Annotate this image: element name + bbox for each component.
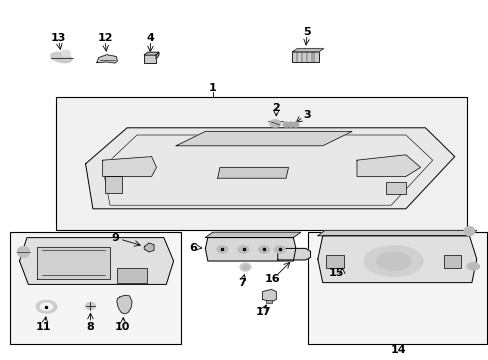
Polygon shape [176, 131, 351, 146]
Bar [144, 55, 156, 63]
Bar [117, 268, 146, 283]
Ellipse shape [50, 53, 72, 63]
Ellipse shape [61, 50, 70, 57]
Text: 14: 14 [390, 345, 406, 355]
Bar [443, 255, 460, 268]
Polygon shape [277, 248, 310, 260]
Polygon shape [217, 167, 288, 178]
Polygon shape [317, 236, 476, 283]
Text: 12: 12 [97, 33, 113, 43]
Polygon shape [117, 295, 132, 314]
Polygon shape [144, 243, 154, 252]
Ellipse shape [287, 122, 293, 127]
Bar [292, 52, 318, 62]
Polygon shape [144, 52, 159, 55]
Ellipse shape [292, 122, 298, 127]
Text: 4: 4 [146, 33, 154, 43]
Text: 10: 10 [114, 321, 130, 332]
Ellipse shape [18, 247, 30, 257]
Ellipse shape [240, 263, 250, 271]
Polygon shape [292, 49, 323, 52]
Polygon shape [156, 52, 159, 59]
Polygon shape [317, 230, 476, 236]
Polygon shape [205, 232, 300, 238]
Ellipse shape [258, 246, 269, 253]
Polygon shape [102, 157, 156, 176]
Bar [325, 255, 343, 268]
Polygon shape [97, 55, 117, 63]
Bar [307, 232, 486, 344]
Polygon shape [20, 238, 173, 284]
Text: 2: 2 [272, 103, 280, 113]
Text: 6: 6 [189, 243, 197, 253]
Text: 15: 15 [328, 268, 344, 278]
Text: 8: 8 [86, 321, 94, 332]
Text: 13: 13 [51, 33, 66, 43]
Bar [265, 300, 272, 303]
Text: 7: 7 [238, 278, 245, 288]
Polygon shape [85, 128, 454, 209]
Ellipse shape [40, 303, 53, 310]
Ellipse shape [283, 122, 288, 127]
Ellipse shape [376, 252, 410, 270]
Polygon shape [37, 247, 110, 279]
Ellipse shape [269, 120, 280, 127]
Text: 17: 17 [255, 307, 270, 317]
Text: 3: 3 [303, 110, 310, 120]
Bar [105, 176, 122, 193]
Polygon shape [205, 238, 295, 261]
Ellipse shape [274, 246, 285, 253]
Text: 11: 11 [35, 321, 51, 332]
Text: 16: 16 [264, 274, 280, 284]
Ellipse shape [85, 302, 95, 310]
Polygon shape [262, 289, 276, 302]
Polygon shape [356, 155, 420, 176]
Ellipse shape [36, 300, 57, 313]
Bar [56, 97, 466, 230]
Bar [386, 182, 405, 194]
Ellipse shape [466, 263, 478, 270]
Ellipse shape [463, 227, 474, 236]
Ellipse shape [242, 265, 248, 269]
Ellipse shape [364, 246, 422, 276]
Text: 9: 9 [111, 233, 119, 243]
Text: 1: 1 [208, 83, 216, 93]
Bar [10, 232, 181, 344]
Ellipse shape [217, 246, 227, 253]
Text: 5: 5 [303, 27, 310, 37]
Ellipse shape [238, 246, 248, 253]
